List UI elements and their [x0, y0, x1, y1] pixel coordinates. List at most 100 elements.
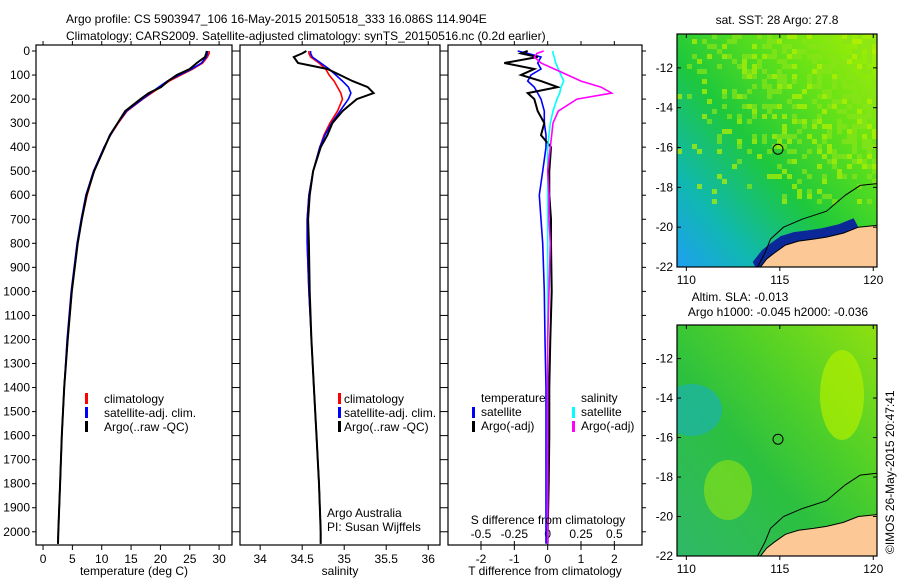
- sst-pixel: [837, 174, 842, 179]
- x-tick-label: 35.5: [375, 552, 399, 566]
- sst-pixel: [862, 39, 867, 44]
- sst-pixel: [722, 54, 727, 59]
- sst-pixel: [727, 54, 732, 59]
- sst-pixel: [752, 69, 757, 74]
- sst-pixel: [857, 154, 862, 159]
- sst-pixel: [872, 89, 877, 94]
- legend-swatch-s-argo: [572, 421, 575, 432]
- sst-pixel: [767, 34, 772, 39]
- legend-label-t-argo: Argo(-adj): [481, 419, 534, 433]
- legend-title-temperature: temperature: [481, 391, 546, 405]
- sst-pixel: [837, 154, 842, 159]
- sst-pixel: [822, 174, 827, 179]
- sst-pixel: [732, 89, 737, 94]
- x-tick-label: 15: [124, 552, 138, 566]
- sst-pixel: [842, 34, 847, 39]
- sst-pixel: [857, 79, 862, 84]
- sst-pixel: [707, 99, 712, 104]
- sst-pixel: [867, 89, 872, 94]
- sst-pixel: [817, 164, 822, 169]
- sst-pixel: [867, 144, 872, 149]
- sst-pixel: [847, 84, 852, 89]
- sst-pixel: [702, 69, 707, 74]
- x-tick-label: 30: [212, 552, 226, 566]
- sst-pixel: [847, 129, 852, 134]
- sst-pixel: [787, 34, 792, 39]
- sst-pixel: [742, 74, 747, 79]
- sst-pixel: [787, 84, 792, 89]
- s-tick-label: -0.25: [501, 527, 529, 541]
- sst-pixel: [812, 69, 817, 74]
- sst-pixel: [827, 34, 832, 39]
- sst-pixel: [812, 99, 817, 104]
- sst-pixel: [747, 104, 752, 109]
- y-tick-label: 200: [10, 92, 30, 106]
- sst-pixel: [752, 54, 757, 59]
- series-line-argo-raw-qc-: [57, 50, 208, 544]
- sst-pixel: [817, 144, 822, 149]
- sst-pixel: [842, 79, 847, 84]
- sst-pixel: [867, 149, 872, 154]
- sst-pixel: [862, 44, 867, 49]
- sst-pixel: [852, 99, 857, 104]
- sst-pixel: [702, 89, 707, 94]
- sst-pixel: [717, 139, 722, 144]
- sst-pixel: [752, 104, 757, 109]
- sst-pixel: [832, 59, 837, 64]
- sst-pixel: [767, 94, 772, 99]
- sst-pixel: [802, 39, 807, 44]
- difference-panel: -2 -1 0 1 2-0.5 -0.25 0 0.25 0.5T difference fro…: [444, 41, 646, 578]
- sst-pixel: [852, 174, 857, 179]
- sst-pixel: [742, 69, 747, 74]
- s-tick-label: 0.25: [569, 527, 593, 541]
- sst-pixel: [807, 74, 812, 79]
- sst-pixel: [797, 189, 802, 194]
- sst-pixel: [822, 194, 827, 199]
- lon-tick-label: 115: [770, 562, 789, 576]
- sst-pixel: [857, 39, 862, 44]
- sst-pixel: [857, 64, 862, 69]
- legend-label-satellite: satellite-adj. clim.: [344, 406, 436, 420]
- sst-pixel: [827, 89, 832, 94]
- sst-pixel: [832, 79, 837, 84]
- sst-pixel: [772, 49, 777, 54]
- sst-pixel: [782, 64, 787, 69]
- sst-pixel: [762, 69, 767, 74]
- sst-pixel: [837, 59, 842, 64]
- sst-pixel: [777, 59, 782, 64]
- sst-pixel: [852, 124, 857, 129]
- annotation-pi: PI: Susan Wijffels: [327, 520, 421, 534]
- x-tick-label: 36: [422, 552, 436, 566]
- legend-label-s-satellite: satellite: [581, 405, 622, 419]
- sst-pixel: [782, 84, 787, 89]
- y-tick-label: 800: [10, 236, 30, 250]
- sst-pixel: [777, 84, 782, 89]
- sst-pixel: [762, 79, 767, 84]
- lon-tick-label: 110: [677, 273, 696, 287]
- sst-pixel: [832, 64, 837, 69]
- sst-pixel: [777, 144, 782, 149]
- sst-pixel: [872, 134, 877, 139]
- sst-pixel: [767, 174, 772, 179]
- sst-pixel: [822, 154, 827, 159]
- sst-pixel: [797, 119, 802, 124]
- sst-pixel: [872, 79, 877, 84]
- series-line-t-argo-adj-: [504, 50, 562, 544]
- sst-pixel: [677, 94, 682, 99]
- sst-pixel: [872, 129, 877, 134]
- sst-pixel: [817, 189, 822, 194]
- sst-pixel: [822, 179, 827, 184]
- sst-pixel: [847, 74, 852, 79]
- sst-pixel: [817, 69, 822, 74]
- sst-pixel: [827, 134, 832, 139]
- sst-pixel: [772, 114, 777, 119]
- sst-pixel: [857, 44, 862, 49]
- sst-pixel: [797, 179, 802, 184]
- sst-pixel: [722, 94, 727, 99]
- sst-pixel: [862, 104, 867, 109]
- sst-pixel: [867, 94, 872, 99]
- sst-pixel: [702, 79, 707, 84]
- x-axis-label: salinity: [322, 564, 359, 578]
- legend-swatch-s-satellite: [572, 407, 575, 418]
- sst-pixel: [812, 84, 817, 89]
